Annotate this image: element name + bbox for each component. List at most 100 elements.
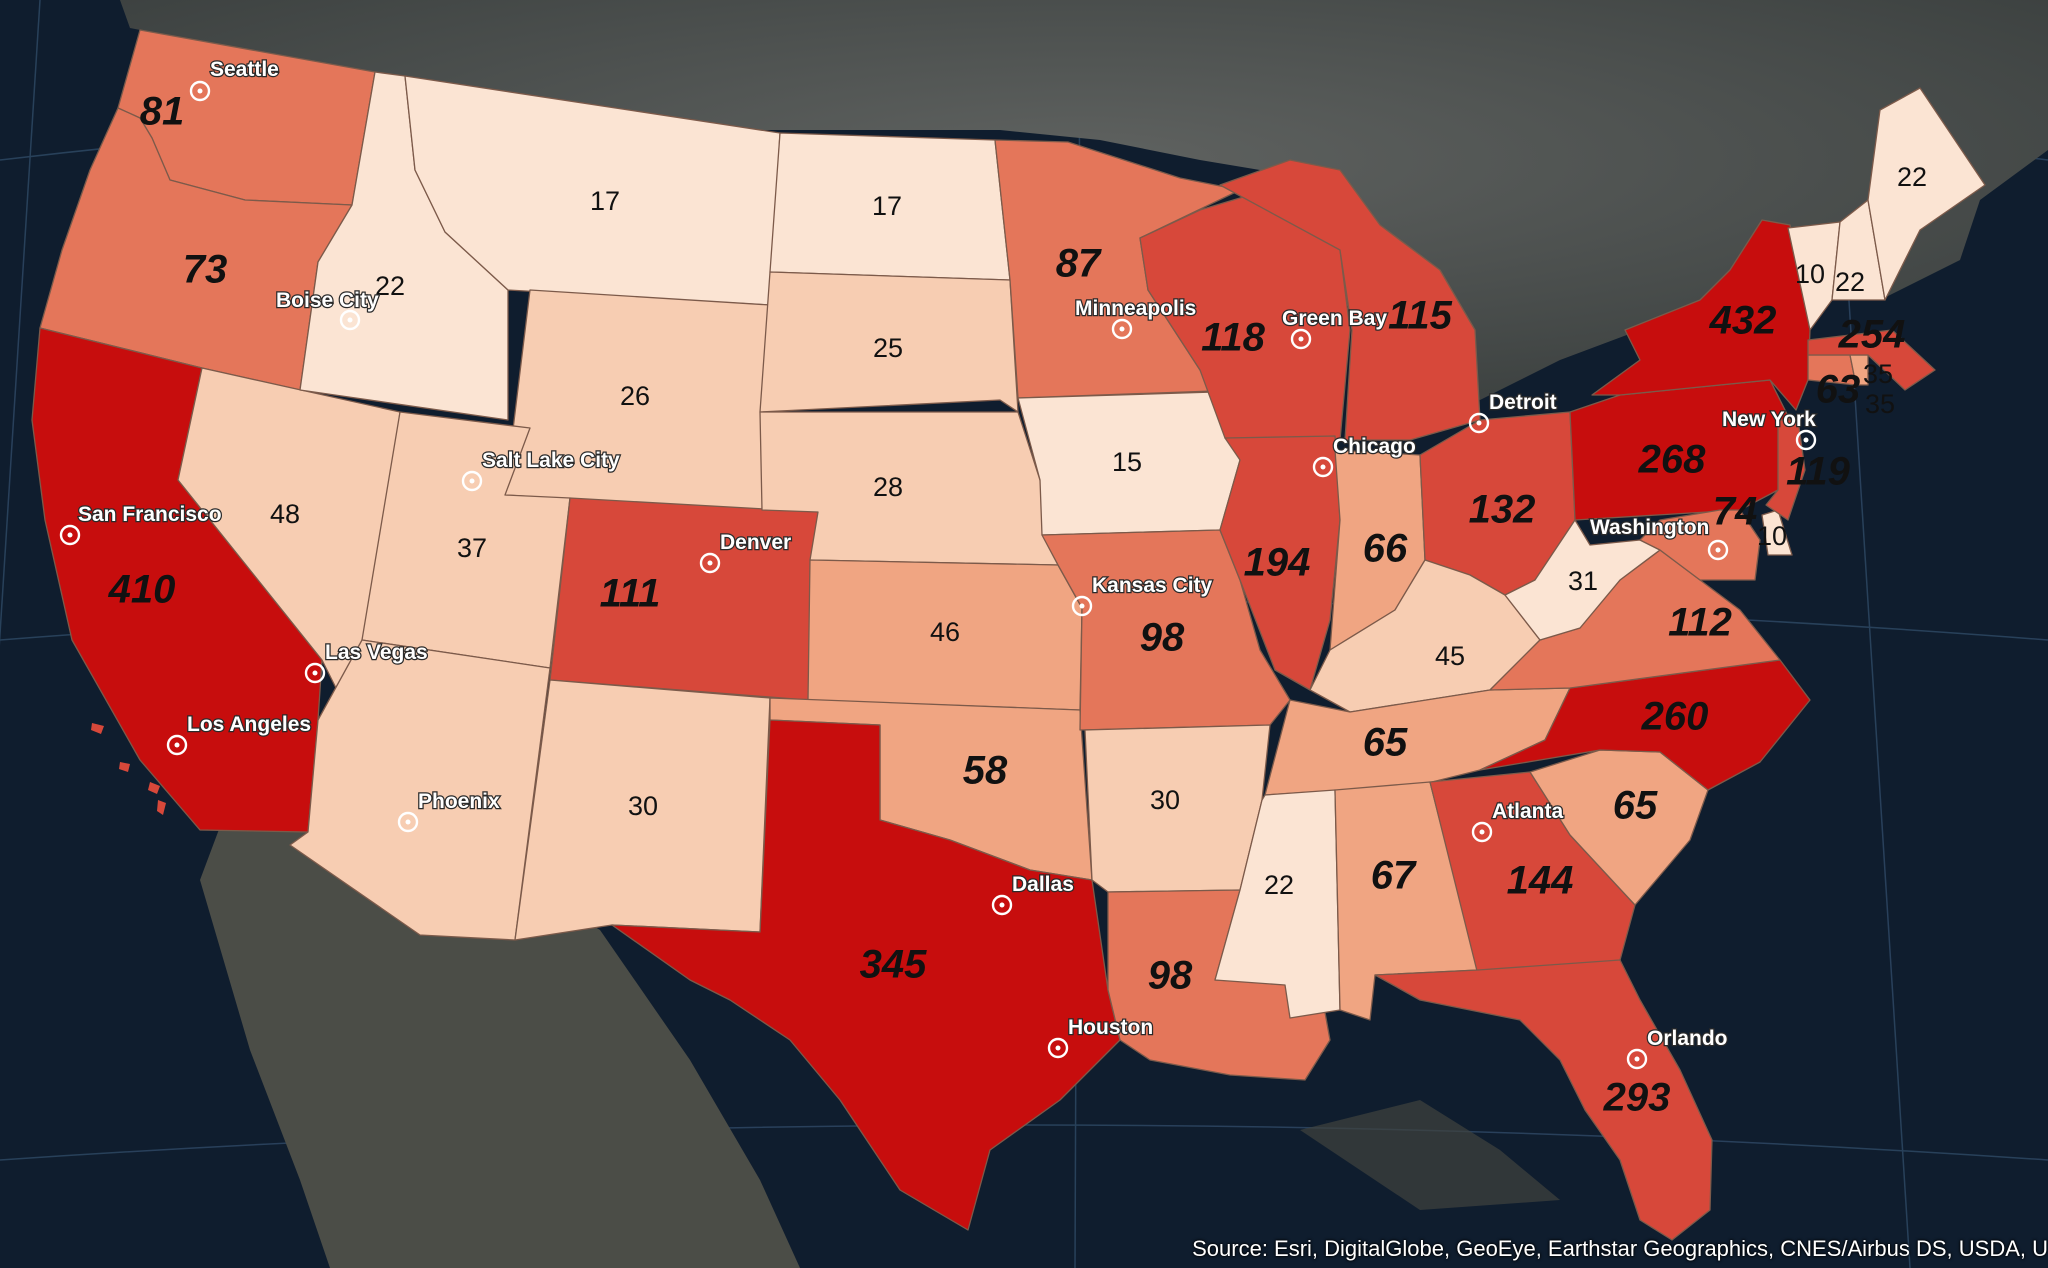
svg-text:Seattle: Seattle (210, 58, 279, 81)
city-washington[interactable]: Washington (1589, 515, 1729, 561)
city-denver[interactable]: Denver (699, 530, 792, 574)
value-label-NV: 48 (270, 499, 300, 529)
svg-text:Dallas: Dallas (1012, 873, 1074, 896)
value-label-DE: 10 (1757, 521, 1787, 551)
value-label-OR: 73 (183, 248, 228, 292)
state-value-labels: 81 73 410 22 48 37 17 26 111 30 17 25 28… (108, 90, 1927, 1120)
value-label-MA: 254 (1838, 313, 1906, 357)
value-label-MT: 17 (590, 186, 620, 216)
value-label-SC: 65 (1613, 784, 1658, 828)
city-boise[interactable]: Boise City (275, 288, 380, 331)
state-MD[interactable] (1639, 509, 1761, 581)
svg-text:Atlanta: Atlanta (1492, 800, 1563, 823)
value-label-MD: 74 (1713, 490, 1758, 534)
city-salt-lake-city[interactable]: Salt Lake City (461, 448, 621, 492)
state-TX[interactable] (611, 719, 1121, 1231)
state-FL[interactable] (1374, 959, 1713, 1241)
value-label-IN: 66 (1363, 527, 1408, 571)
svg-text:Kansas City: Kansas City (1092, 574, 1213, 597)
value-label-OH: 132 (1469, 488, 1536, 532)
state-NY[interactable] (1591, 219, 1811, 411)
state-AZ[interactable] (289, 639, 551, 941)
city-seattle[interactable]: Seattle (189, 57, 280, 102)
value-label-VA: 112 (1668, 601, 1732, 645)
city-green-bay[interactable]: Green Bay (1281, 306, 1389, 350)
value-label-PA: 268 (1638, 438, 1706, 482)
svg-text:Green Bay: Green Bay (1282, 307, 1387, 330)
value-label-UT: 37 (457, 533, 487, 563)
value-label-FL: 293 (1603, 1076, 1671, 1120)
value-label-GA: 144 (1507, 859, 1574, 903)
value-label-TN: 65 (1363, 721, 1408, 765)
value-label-TX: 345 (860, 943, 927, 987)
value-label-WY: 26 (620, 381, 650, 411)
state-NC[interactable] (1479, 659, 1811, 791)
svg-text:Chicago: Chicago (1333, 435, 1416, 458)
island (91, 723, 166, 815)
city-kansas-city[interactable]: Kansas City (1071, 573, 1214, 617)
svg-text:Salt Lake City: Salt Lake City (482, 449, 620, 472)
svg-text:Washington: Washington (1590, 516, 1709, 539)
value-label-OK: 58 (963, 749, 1008, 793)
city-detroit[interactable]: Detroit (1468, 390, 1558, 434)
city-san-francisco[interactable]: San Francisco (59, 502, 223, 546)
svg-text:Las Vegas: Las Vegas (325, 641, 428, 664)
city-chicago[interactable]: Chicago (1312, 434, 1417, 478)
value-label-KS: 46 (930, 617, 960, 647)
value-label-AR: 30 (1150, 785, 1180, 815)
surrounding-land (120, 0, 2048, 1268)
svg-text:Orlando: Orlando (1647, 1027, 1728, 1050)
city-orlando[interactable]: Orlando (1626, 1026, 1729, 1070)
svg-text:Denver: Denver (720, 531, 791, 554)
city-los-angeles[interactable]: Los Angeles (166, 712, 312, 756)
svg-text:New York: New York (1722, 408, 1816, 431)
value-label-MS: 22 (1264, 870, 1294, 900)
value-label-IL: 194 (1244, 541, 1311, 585)
city-phoenix[interactable]: Phoenix (397, 789, 501, 833)
state-DE[interactable] (1761, 509, 1793, 556)
value-label-NJ: 119 (1786, 450, 1851, 494)
value-label-NM: 30 (628, 791, 658, 821)
svg-text:San Francisco: San Francisco (78, 503, 222, 526)
state-SD[interactable] (759, 271, 1019, 413)
svg-text:Boise City: Boise City (276, 289, 379, 312)
value-label-MN: 87 (1056, 242, 1102, 286)
city-minneapolis[interactable]: Minneapolis (1074, 296, 1198, 340)
value-label-CA: 410 (108, 568, 176, 612)
value-label-NE: 28 (873, 472, 903, 502)
state-ME[interactable] (1867, 87, 1986, 301)
value-label-NC: 260 (1641, 695, 1709, 739)
value-label-VT: 10 (1795, 259, 1825, 289)
value-label-WA: 81 (140, 90, 185, 134)
value-label-CT: 63 (1816, 368, 1861, 412)
city-new-york[interactable]: New York (1721, 407, 1817, 451)
svg-text:Phoenix: Phoenix (418, 790, 500, 813)
states-layer (31, 29, 1986, 1241)
svg-text:Houston: Houston (1068, 1016, 1153, 1039)
svg-text:Los Angeles: Los Angeles (187, 713, 311, 736)
attribution-text: Source: Esri, DigitalGlobe, GeoEye, Eart… (1192, 1236, 2048, 1261)
value-label-ND: 17 (872, 191, 902, 221)
state-MA[interactable] (1807, 329, 1936, 391)
value-label-SD: 25 (873, 333, 903, 363)
city-las-vegas[interactable]: Las Vegas (304, 640, 429, 684)
city-atlanta[interactable]: Atlanta (1471, 799, 1565, 843)
city-markers: Seattle Boise City San Francisco Los Ang… (59, 57, 1817, 1070)
state-CO[interactable] (549, 497, 819, 701)
city-houston[interactable]: Houston (1047, 1015, 1154, 1059)
value-label-MI: 115 (1388, 294, 1453, 338)
state-MI[interactable] (1219, 159, 1481, 441)
value-label-MO: 98 (1140, 616, 1185, 660)
value-label-WV: 31 (1568, 566, 1598, 596)
state-NJ[interactable] (1765, 419, 1806, 521)
value-label-AL: 67 (1371, 854, 1417, 898)
city-dallas[interactable]: Dallas (991, 872, 1075, 916)
value-label-RI: 35 (1863, 359, 1893, 389)
value-label-RI-2: 35 (1865, 389, 1895, 419)
value-label-NH: 22 (1835, 267, 1865, 297)
state-WI[interactable] (1139, 189, 1351, 441)
svg-text:Detroit: Detroit (1489, 391, 1557, 414)
value-label-KY: 45 (1435, 641, 1465, 671)
